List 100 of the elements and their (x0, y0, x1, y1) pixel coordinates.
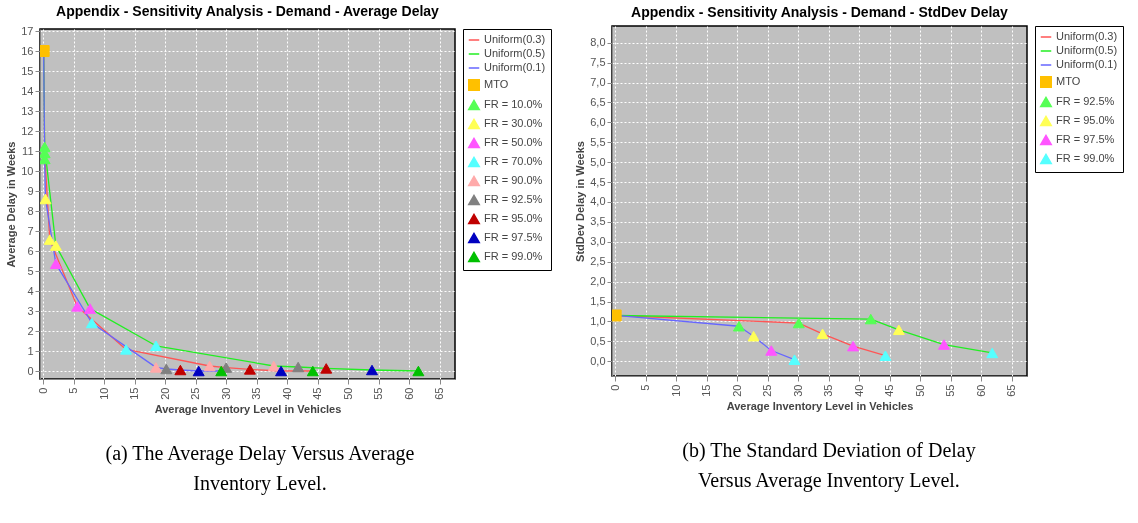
y-tick-label: 5,5 (590, 135, 606, 148)
legend-label: FR = 92.5% (1056, 95, 1115, 107)
legend-label: FR = 95.0% (484, 212, 543, 224)
x-tick-label: 35 (250, 387, 263, 400)
y-tick-label: 5 (27, 264, 34, 277)
y-axis-title: StdDev Delay in Weeks (574, 141, 587, 262)
point (49, 258, 62, 270)
point (879, 350, 892, 361)
x-tick-label: 45 (311, 387, 324, 400)
point (215, 365, 228, 377)
y-tick-label: 0,5 (590, 334, 606, 347)
y-tick-label: 3 (27, 304, 34, 317)
x-tick-label: 50 (913, 384, 926, 397)
x-tick-label: 15 (128, 387, 141, 400)
y-tick-label: 16 (21, 44, 34, 57)
point (986, 347, 999, 359)
x-tick-label: 65 (433, 387, 446, 400)
y-tick-label: 14 (21, 84, 34, 97)
x-tick-label: 15 (700, 384, 713, 397)
y-tick-label: 1,5 (590, 295, 606, 308)
y-tick-label: 11 (22, 144, 34, 157)
legend-label: Uniform(0.5) (1056, 44, 1118, 56)
point (306, 365, 319, 377)
legend-label: Uniform(0.1) (1056, 58, 1118, 70)
y-tick-label: 2,0 (590, 275, 606, 288)
point (765, 345, 778, 356)
legend-label: FR = 30.0% (484, 117, 543, 129)
point (174, 364, 187, 376)
legend-label: FR = 50.0% (484, 136, 543, 148)
point (366, 364, 378, 376)
y-tick-label: 4 (27, 284, 34, 297)
legend-label: Uniform(0.5) (484, 47, 546, 59)
x-tick-label: 10 (97, 387, 110, 400)
y-tick-label: 10 (21, 164, 34, 177)
point (40, 193, 52, 205)
point (320, 363, 333, 374)
point (40, 45, 50, 57)
y-tick-label: 6 (27, 244, 34, 257)
x-tick-label: 5 (67, 387, 80, 394)
x-tick-label: 20 (158, 387, 171, 400)
y-tick-label: 15 (21, 64, 34, 77)
x-tick-label: 20 (730, 384, 743, 397)
legend-label: FR = 92.5% (484, 193, 543, 205)
x-tick-label: 0 (608, 384, 621, 391)
point (49, 240, 62, 251)
point (160, 363, 173, 375)
x-tick-label: 5 (639, 384, 652, 391)
chart-title: Appendix - Sensitivity Analysis - Demand - Average Delay (56, 3, 440, 19)
y-tick-label: 9 (27, 184, 34, 197)
point (84, 303, 97, 314)
point (149, 362, 162, 373)
text: (b) The Standard Deviation of Delay Versus Average Inventory Level. (681, 438, 977, 494)
point (612, 309, 622, 322)
y-tick-label: 8,0 (590, 36, 606, 49)
x-tick-label: 35 (822, 384, 835, 397)
x-axis-title: Average Inventory Level in Vehicles (154, 402, 342, 415)
legend-label: FR = 70.0% (484, 155, 543, 167)
x-tick-label: 55 (944, 384, 957, 397)
y-tick-label: 4,0 (590, 195, 606, 208)
y-axis-title: Average Delay in Weeks (5, 141, 18, 268)
y-tick-label: 3,0 (590, 235, 606, 248)
point (292, 361, 305, 373)
legend-label: Uniform(0.1) (484, 61, 546, 73)
legend-label: Uniform(0.3) (1056, 30, 1118, 42)
y-tick-label: 17 (21, 24, 34, 37)
y-tick-label: 6,0 (590, 115, 606, 128)
point (149, 340, 162, 352)
legend-label: Uniform(0.3) (484, 33, 546, 45)
x-tick-label: 60 (402, 387, 415, 400)
legend-label: FR = 99.0% (484, 250, 543, 262)
point (788, 354, 801, 365)
x-tick-label: 40 (852, 384, 865, 397)
point (747, 330, 760, 342)
y-tick-label: 5,0 (590, 155, 606, 168)
point (43, 234, 56, 245)
legend-label: FR = 97.5% (484, 231, 543, 243)
y-tick-label: 6,5 (590, 95, 606, 108)
point (120, 344, 133, 355)
point (243, 364, 256, 375)
x-tick-label: 10 (669, 384, 682, 397)
legend-label: FR = 95.0% (1056, 114, 1115, 126)
y-tick-label: 2,5 (590, 255, 606, 268)
legend-label: MTO (484, 78, 509, 90)
chart-title: Appendix - Sensitivity Analysis - Demand - StdDev Delay (631, 3, 1009, 20)
x-axis-title: Average Inventory Level in Vehicles (726, 399, 914, 412)
y-tick-label: 4,5 (590, 175, 606, 188)
point (816, 328, 829, 340)
x-tick-label: 65 (1005, 384, 1018, 397)
point (412, 365, 425, 377)
x-tick-label: 60 (974, 384, 987, 397)
legend-label: FR = 90.0% (484, 174, 543, 186)
point (938, 339, 950, 350)
point (732, 320, 745, 332)
x-tick-label: 0 (36, 387, 49, 394)
point (864, 313, 877, 325)
x-tick-label: 30 (219, 387, 232, 400)
point (267, 360, 280, 372)
text: (a) The Average Delay Versus Average Inventory Level. (104, 441, 416, 497)
x-tick-label: 45 (883, 384, 896, 397)
point (203, 360, 216, 372)
